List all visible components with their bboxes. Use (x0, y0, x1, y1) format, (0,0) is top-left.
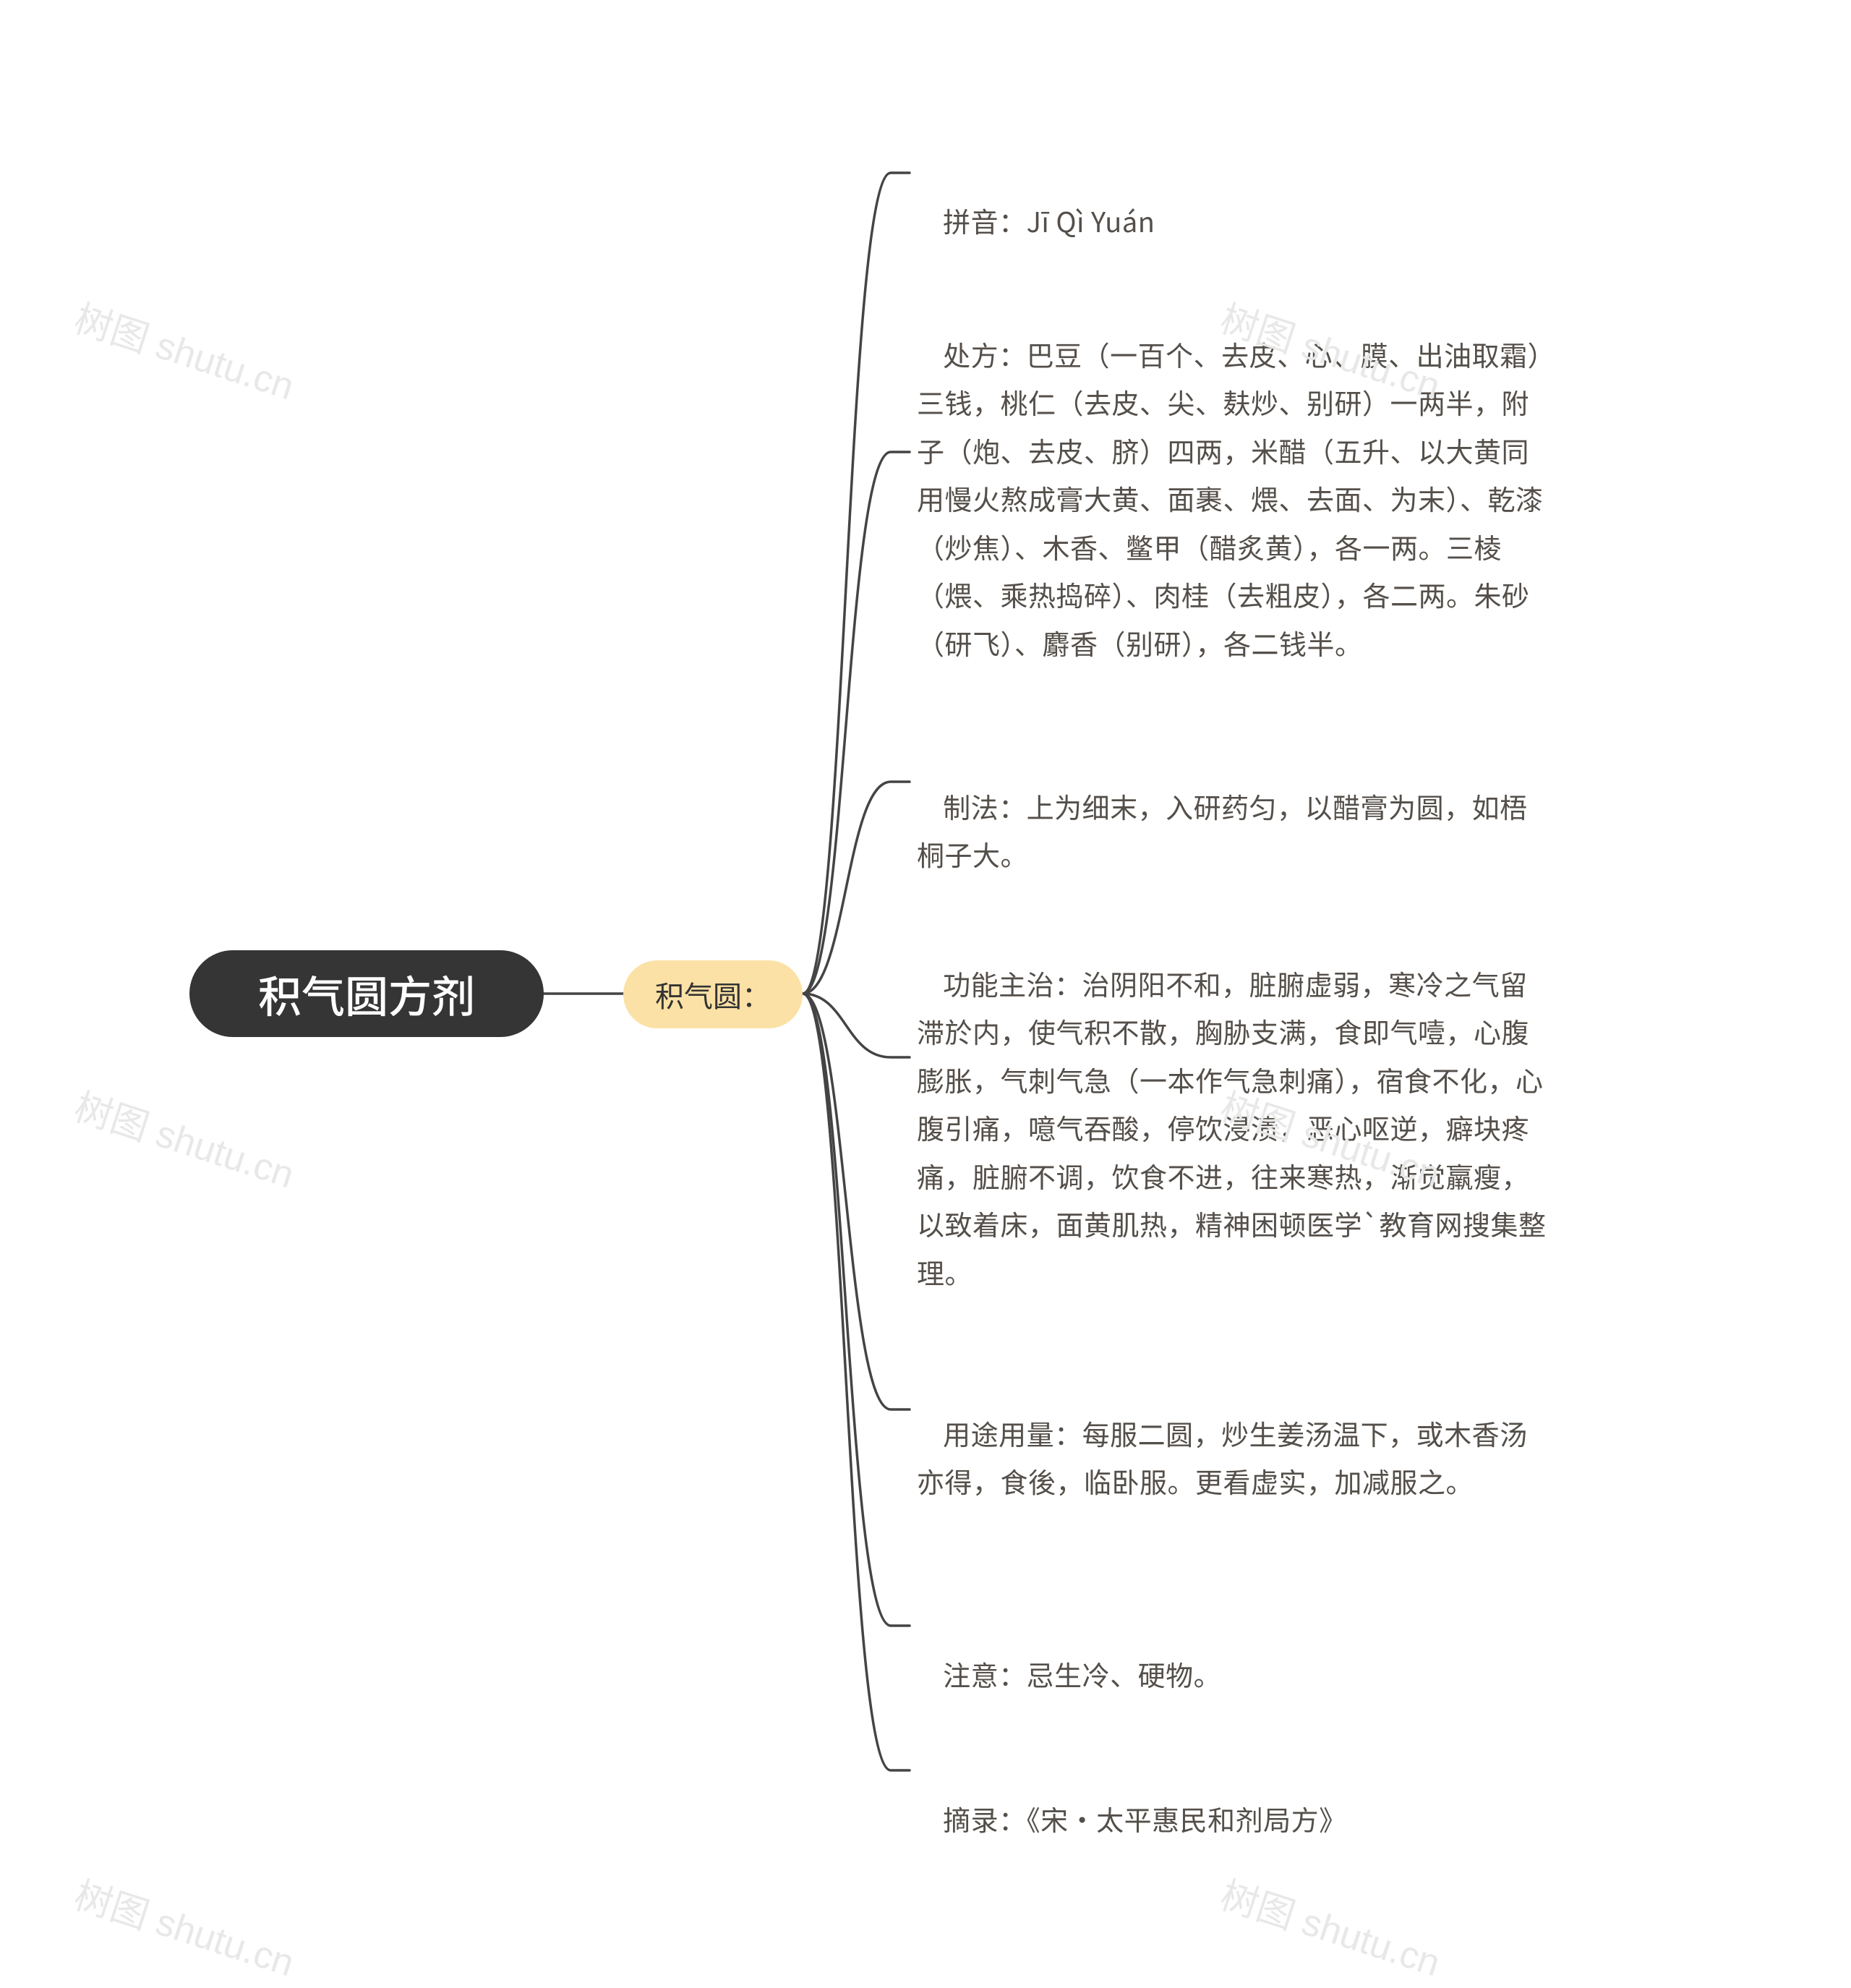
sub-node[interactable]: 积气圆： (623, 960, 803, 1028)
leaf-text: 制法：上为细末，入研药匀，以醋膏为圆，如梧桐子大。 (917, 786, 1528, 874)
leaf-text: 用途用量：每服二圆，炒生姜汤温下，或木香汤亦得，食後，临卧服。更看虚实，加减服之… (917, 1413, 1528, 1501)
leaf-chufang[interactable]: 处方：巴豆（一百个、去皮、心、膜、出油取霜）三钱，桃仁（去皮、尖、麸炒、别研）一… (917, 282, 1553, 715)
leaf-text: 注意：忌生冷、硬物。 (943, 1654, 1221, 1694)
sub-label: 积气圆： (655, 973, 771, 1015)
leaf-zailu[interactable]: 摘录：《宋·太平惠民和剂局方》 (917, 1746, 1553, 1891)
root-node[interactable]: 积气圆方剂 (189, 950, 544, 1037)
leaf-pinyin[interactable]: 拼音：Jī Qì Yuán (917, 148, 1553, 293)
leaf-yongliang[interactable]: 用途用量：每服二圆，炒生姜汤温下，或木香汤亦得，食後，临卧服。更看虚实，加减服之… (917, 1361, 1553, 1553)
watermark: 树图 shutu.cn (69, 289, 302, 411)
leaf-text: 摘录：《宋·太平惠民和剂局方》 (943, 1799, 1347, 1838)
watermark: 树图 shutu.cn (69, 1077, 302, 1199)
leaf-zhifa[interactable]: 制法：上为细末，入研药匀，以醋膏为圆，如梧桐子大。 (917, 734, 1553, 926)
watermark: 树图 shutu.cn (69, 1865, 302, 1987)
leaf-text: 功能主治：治阴阳不和，脏腑虚弱，寒冷之气留滞於内，使气积不散，胸胁支满，食即气噎… (917, 963, 1547, 1292)
leaf-text: 处方：巴豆（一百个、去皮、心、膜、出油取霜）三钱，桃仁（去皮、尖、麸炒、别研）一… (917, 334, 1544, 662)
leaf-gongzhi[interactable]: 功能主治：治阴阳不和，脏腑虚弱，寒冷之气留滞於内，使气积不散，胸胁支满，食即气噎… (917, 911, 1553, 1344)
leaf-zhuyi[interactable]: 注意：忌生冷、硬物。 (917, 1602, 1553, 1746)
leaf-text: 拼音：Jī Qì Yuán (943, 200, 1155, 240)
mindmap-canvas: 积气圆方剂 积气圆： 拼音：Jī Qì Yuán 处方：巴豆（一百个、去皮、心、… (0, 0, 1851, 1988)
root-label: 积气圆方剂 (258, 963, 475, 1025)
